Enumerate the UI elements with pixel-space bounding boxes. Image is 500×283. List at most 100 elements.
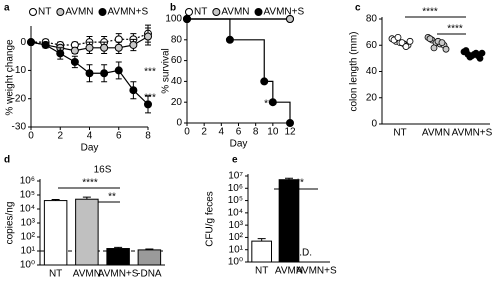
marker (85, 69, 94, 78)
data-point (394, 33, 402, 41)
category-label: NT (393, 128, 406, 139)
annotation: N.D. (292, 248, 312, 259)
y-tick-label: -30 (12, 122, 27, 133)
y-tick-label: 10² (229, 232, 244, 243)
legend-label: NT (194, 7, 207, 18)
x-tick-label: 8 (145, 131, 151, 142)
y-tick-label: 20 (366, 92, 378, 103)
annotation: ** (296, 178, 304, 189)
annotation: **** (447, 24, 463, 35)
y-axis-label: % survival (161, 48, 172, 94)
legend-marker (56, 8, 65, 16)
y-axis-label: copies/ng (5, 202, 16, 245)
y-tick-label: 10⁴ (20, 204, 35, 215)
bar (43, 200, 68, 266)
y-tick-label: 10⁰ (20, 260, 35, 271)
category-label: -DNA (137, 269, 162, 280)
panel-letter: a (4, 3, 10, 14)
category-label: AVMN+S (296, 266, 337, 277)
error-bar (82, 196, 91, 200)
y-tick-label: 60 (366, 40, 378, 51)
marker (70, 57, 79, 66)
data-point (398, 39, 406, 47)
x-tick-label: 10 (267, 127, 279, 138)
panel-title: 16S (94, 165, 112, 176)
marker (27, 38, 35, 47)
marker (144, 32, 152, 41)
y-tick-label: 0 (20, 37, 26, 48)
y-tick-label: 100 (165, 14, 182, 25)
annotation: *** (144, 67, 156, 78)
marker (129, 40, 138, 49)
category-label: AVMN (422, 128, 450, 139)
marker (286, 15, 294, 23)
bar (251, 240, 273, 263)
category-label: NT (255, 266, 268, 277)
data-point (406, 37, 414, 45)
y-axis-label: % weight change (5, 39, 16, 116)
legend-marker (185, 8, 193, 16)
y-tick-label: 10³ (21, 218, 36, 229)
marker (100, 43, 109, 52)
y-tick-label: 20 (171, 97, 183, 108)
legend-marker (29, 8, 37, 16)
legend-label: NT (38, 7, 51, 18)
data-point (462, 47, 470, 54)
annotation: *** (144, 93, 156, 104)
panel-letter: c (355, 3, 361, 14)
error-bar (51, 198, 60, 201)
annotation: **** (422, 7, 438, 18)
legend-marker (98, 8, 107, 16)
data-point (478, 49, 486, 57)
x-tick-label: 0 (184, 127, 190, 138)
category-label: AVMN+S (452, 128, 493, 139)
marker (225, 35, 234, 44)
x-tick-label: 2 (57, 131, 63, 142)
bar (137, 249, 162, 266)
axis (381, 17, 490, 125)
y-tick-label: -20 (12, 93, 27, 104)
x-tick-label: 12 (284, 127, 296, 138)
y-tick-label: 10³ (229, 220, 244, 231)
legend-label: AVMN (65, 7, 93, 18)
y-tick-label: 10⁴ (228, 207, 243, 218)
x-tick-label: 6 (236, 127, 242, 138)
data-point (438, 39, 446, 47)
legend-label: AVMN+S (264, 7, 305, 18)
y-tick-label: 60 (171, 55, 183, 66)
error-bar (145, 248, 154, 250)
y-tick-label: 10⁵ (228, 195, 243, 206)
y-tick-label: 40 (366, 66, 378, 77)
category-label: NT (49, 269, 62, 280)
marker (114, 66, 123, 75)
bar (278, 179, 300, 263)
marker (183, 15, 191, 23)
x-axis-label: Day (81, 143, 99, 154)
annotation: **** (82, 178, 98, 189)
data-point (402, 43, 410, 50)
y-tick-label: 10⁶ (20, 176, 35, 187)
legend-marker (254, 8, 263, 16)
category-label: AVMN+S (98, 269, 139, 280)
legend-marker (212, 8, 221, 16)
marker (144, 100, 152, 109)
annotation: ** (108, 192, 116, 203)
marker (41, 40, 50, 49)
y-tick-label: 10¹ (21, 246, 36, 257)
y-tick-label: 0 (371, 119, 377, 130)
error-bar (285, 177, 293, 180)
category-label: AVMN (275, 266, 303, 277)
marker (85, 43, 94, 52)
y-tick-label: 10⁶ (228, 183, 243, 194)
data-point (430, 44, 438, 52)
category-label: AVMN (73, 269, 101, 280)
y-tick-label: 80 (171, 34, 183, 45)
legend-label: AVMN (221, 7, 249, 18)
y-tick-label: 10² (21, 232, 36, 243)
marker (100, 69, 109, 78)
y-tick-label: 10⁷ (228, 171, 243, 182)
x-axis-label: Day (230, 139, 248, 150)
error-bar (114, 246, 123, 249)
marker (260, 77, 269, 86)
